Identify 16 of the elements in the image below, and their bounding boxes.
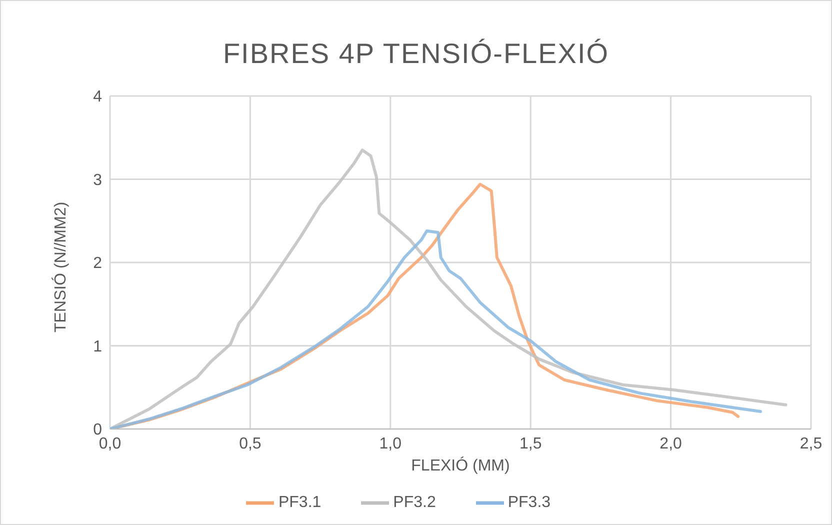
x-tick-label: 1,5 bbox=[519, 435, 542, 452]
x-tick-label: 0,5 bbox=[239, 435, 262, 452]
x-tick-label: 2,5 bbox=[800, 435, 822, 452]
legend-label: PF3.1 bbox=[278, 494, 322, 512]
x-tick-label: 2,0 bbox=[660, 435, 682, 452]
y-tick-label: 4 bbox=[93, 88, 102, 106]
x-axis-title: FLEXIÓ (MM) bbox=[411, 456, 510, 474]
legend-label: PF3.3 bbox=[508, 494, 551, 512]
chart-title: FIBRES 4P TENSIÓ-FLEXIÓ bbox=[222, 38, 610, 70]
line-series bbox=[110, 229, 762, 429]
x-tick-label: 1,0 bbox=[379, 435, 402, 452]
y-tick-label: 2 bbox=[93, 255, 102, 272]
legend-label: PF3.2 bbox=[393, 494, 436, 512]
y-tick-label: 3 bbox=[93, 172, 102, 189]
y-tick-label: 1 bbox=[93, 338, 102, 356]
y-axis-title: TENSIÓ (N//MM2) bbox=[52, 202, 70, 332]
